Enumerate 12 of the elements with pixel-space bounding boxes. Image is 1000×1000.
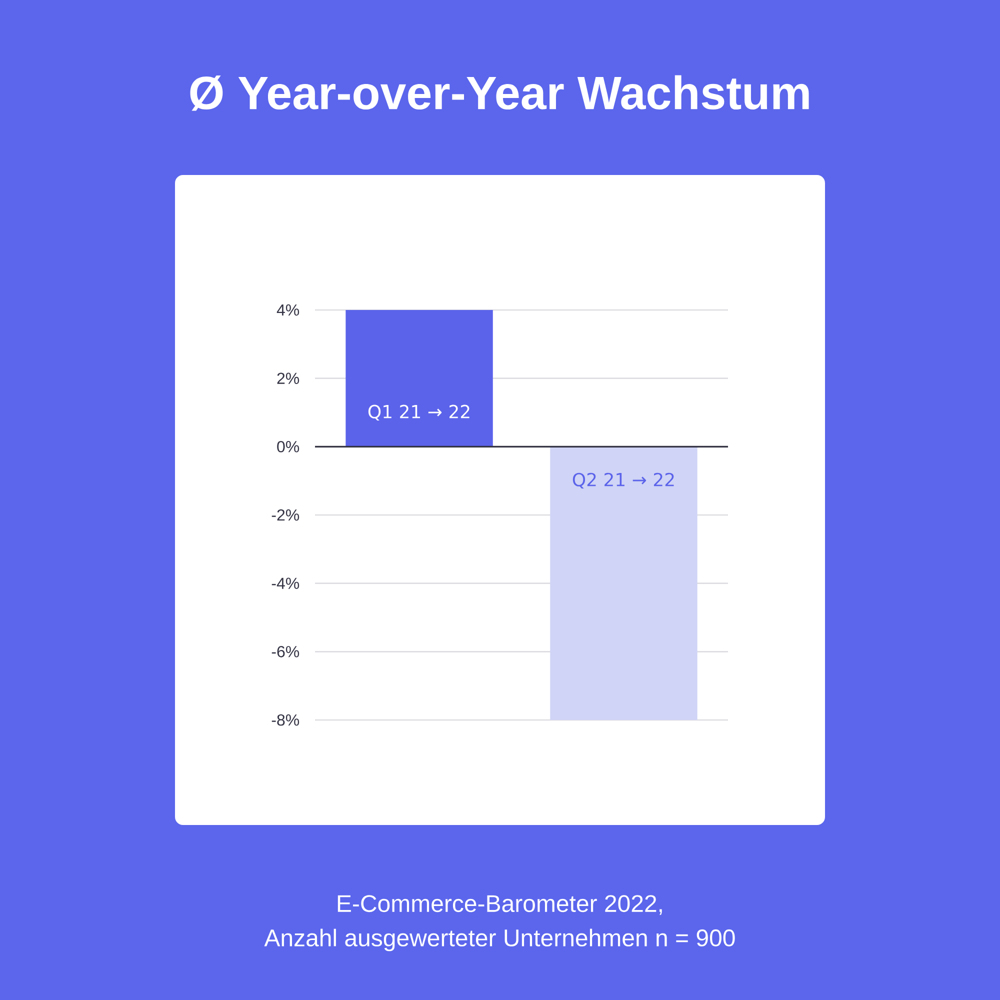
y-tick-label: -2% (272, 509, 300, 521)
y-tick-label: -8% (272, 714, 300, 726)
y-tick-label: -4% (272, 578, 300, 589)
y-tick-label: 0% (277, 440, 300, 452)
y-tick-label: 2% (277, 372, 300, 384)
x-tick-label: Q2 21 → 22 (572, 472, 674, 488)
y-tick-label: -6% (272, 646, 300, 658)
text: Anzahl ausgewerteter Unternehmen n = 900 (264, 928, 735, 952)
text: E-Commerce-Barometer 2022, (338, 895, 662, 915)
y-tick-label: 4% (276, 304, 300, 316)
x-tick-label: Q1 21 → 22 (368, 404, 470, 420)
chart-title: Ø Year-over-Year Wachstum (190, 75, 809, 111)
